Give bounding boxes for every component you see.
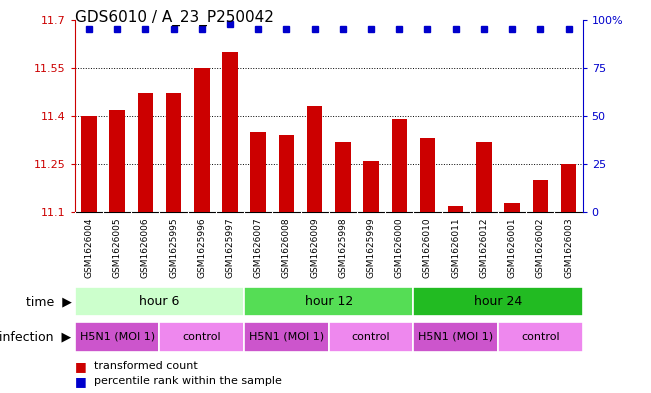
- Bar: [166, 94, 182, 212]
- Bar: [363, 161, 379, 212]
- Text: GSM1626009: GSM1626009: [310, 218, 319, 278]
- Bar: [244, 287, 413, 316]
- Text: transformed count: transformed count: [94, 361, 198, 371]
- Text: control: control: [352, 332, 391, 342]
- Text: H5N1 (MOI 1): H5N1 (MOI 1): [418, 332, 493, 342]
- Text: ■: ■: [75, 375, 87, 388]
- Text: GSM1626005: GSM1626005: [113, 218, 122, 278]
- Text: GSM1626000: GSM1626000: [395, 218, 404, 278]
- Text: control: control: [182, 332, 221, 342]
- Text: control: control: [521, 332, 560, 342]
- Text: GSM1626003: GSM1626003: [564, 218, 573, 278]
- Bar: [109, 110, 125, 212]
- Text: GSM1625996: GSM1625996: [197, 218, 206, 278]
- Bar: [81, 116, 97, 212]
- Text: GSM1626006: GSM1626006: [141, 218, 150, 278]
- Bar: [329, 322, 413, 352]
- Text: GSM1626004: GSM1626004: [85, 218, 94, 278]
- Text: GSM1626010: GSM1626010: [423, 218, 432, 278]
- Text: hour 24: hour 24: [474, 295, 522, 308]
- Bar: [137, 94, 153, 212]
- Bar: [561, 164, 576, 212]
- Text: H5N1 (MOI 1): H5N1 (MOI 1): [249, 332, 324, 342]
- Bar: [413, 322, 498, 352]
- Text: percentile rank within the sample: percentile rank within the sample: [94, 376, 283, 386]
- Bar: [159, 322, 244, 352]
- Text: GSM1626008: GSM1626008: [282, 218, 291, 278]
- Text: GSM1626012: GSM1626012: [479, 218, 488, 278]
- Text: time  ▶: time ▶: [26, 295, 72, 308]
- Text: GSM1625995: GSM1625995: [169, 218, 178, 278]
- Text: GSM1626002: GSM1626002: [536, 218, 545, 278]
- Bar: [420, 138, 436, 212]
- Bar: [448, 206, 464, 212]
- Bar: [391, 119, 407, 212]
- Bar: [222, 52, 238, 212]
- Text: GSM1625998: GSM1625998: [339, 218, 348, 278]
- Bar: [75, 287, 244, 316]
- Bar: [413, 287, 583, 316]
- Bar: [244, 322, 329, 352]
- Text: hour 6: hour 6: [139, 295, 180, 308]
- Bar: [533, 180, 548, 212]
- Text: hour 12: hour 12: [305, 295, 353, 308]
- Text: GSM1626007: GSM1626007: [254, 218, 263, 278]
- Text: GDS6010 / A_23_P250042: GDS6010 / A_23_P250042: [75, 10, 273, 26]
- Bar: [251, 132, 266, 212]
- Text: GSM1625999: GSM1625999: [367, 218, 376, 278]
- Bar: [476, 141, 492, 212]
- Bar: [498, 322, 583, 352]
- Text: ■: ■: [75, 360, 87, 373]
- Bar: [505, 202, 520, 212]
- Text: GSM1625997: GSM1625997: [225, 218, 234, 278]
- Text: GSM1626001: GSM1626001: [508, 218, 517, 278]
- Bar: [75, 322, 159, 352]
- Bar: [194, 68, 210, 212]
- Text: infection  ▶: infection ▶: [0, 331, 72, 343]
- Bar: [335, 141, 351, 212]
- Text: GSM1626011: GSM1626011: [451, 218, 460, 278]
- Bar: [279, 135, 294, 212]
- Text: H5N1 (MOI 1): H5N1 (MOI 1): [79, 332, 155, 342]
- Bar: [307, 107, 322, 212]
